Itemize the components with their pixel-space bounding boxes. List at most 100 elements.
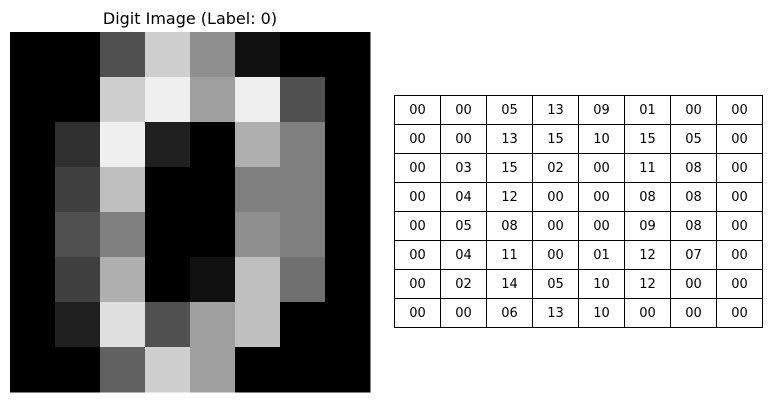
heatmap-cell-r7-c5 (235, 347, 281, 393)
table-cell: 00 (440, 298, 487, 328)
heatmap-cell-r6-c0 (10, 302, 56, 348)
heatmap-cell-r1-c2 (100, 77, 146, 123)
table-cell: 01 (578, 240, 625, 270)
heatmap-cell-r4-c0 (10, 212, 56, 258)
table-cell: 00 (716, 240, 763, 270)
table-cell: 05 (486, 95, 533, 125)
heatmap-cell-r2-c2 (100, 122, 146, 168)
table-cell: 00 (716, 298, 763, 328)
heatmap-cell-r3-c1 (55, 167, 101, 213)
heatmap-cell-r4-c1 (55, 212, 101, 258)
heatmap-cell-r5-c7 (325, 257, 371, 303)
table-cell: 11 (486, 240, 533, 270)
table-cell: 00 (716, 211, 763, 241)
table-cell: 00 (716, 153, 763, 183)
table-cell: 07 (670, 240, 717, 270)
heatmap-cell-r2-c1 (55, 122, 101, 168)
heatmap-cell-r6-c2 (100, 302, 146, 348)
heatmap-cell-r2-c0 (10, 122, 56, 168)
digit-heatmap (10, 32, 371, 393)
table-cell: 01 (624, 95, 671, 125)
table-cell: 00 (394, 95, 441, 125)
heatmap-cell-r1-c1 (55, 77, 101, 123)
heatmap-cell-r3-c4 (190, 167, 236, 213)
heatmap-cell-r7-c3 (145, 347, 191, 393)
heatmap-cell-r4-c6 (280, 212, 326, 258)
table-cell: 05 (532, 269, 579, 299)
heatmap-cell-r4-c5 (235, 212, 281, 258)
table-cell: 02 (532, 153, 579, 183)
heatmap-cell-r3-c5 (235, 167, 281, 213)
heatmap-cell-r0-c7 (325, 32, 371, 78)
pixel-value-table: 00 00 05 13 09 01 00 00 00 00 13 15 10 15 05 00 00 03 15 02… (394, 95, 763, 328)
table-cell: 08 (670, 182, 717, 212)
heatmap-cell-r1-c7 (325, 77, 371, 123)
table-cell: 14 (486, 269, 533, 299)
table-row: 00 00 06 13 10 00 00 00 (394, 298, 763, 328)
heatmap-cell-r2-c6 (280, 122, 326, 168)
heatmap-cell-r3-c6 (280, 167, 326, 213)
heatmap-cell-r5-c1 (55, 257, 101, 303)
table-cell: 00 (670, 95, 717, 125)
table-cell: 00 (578, 211, 625, 241)
table-cell: 09 (624, 211, 671, 241)
heatmap-cell-r2-c7 (325, 122, 371, 168)
heatmap-cell-r3-c7 (325, 167, 371, 213)
heatmap-cell-r4-c4 (190, 212, 236, 258)
table-cell: 00 (394, 240, 441, 270)
table-row: 00 00 05 13 09 01 00 00 (394, 95, 763, 125)
heatmap-cell-r1-c4 (190, 77, 236, 123)
table-cell: 13 (486, 124, 533, 154)
table-cell: 12 (486, 182, 533, 212)
heatmap-cell-r7-c6 (280, 347, 326, 393)
heatmap-cell-r6-c4 (190, 302, 236, 348)
table-cell: 00 (532, 211, 579, 241)
table-cell: 00 (716, 95, 763, 125)
heatmap-cell-r0-c4 (190, 32, 236, 78)
heatmap-cell-r3-c2 (100, 167, 146, 213)
table-cell: 00 (394, 269, 441, 299)
table-cell: 15 (624, 124, 671, 154)
table-cell: 00 (670, 298, 717, 328)
heatmap-cell-r5-c3 (145, 257, 191, 303)
heatmap-cell-r6-c5 (235, 302, 281, 348)
table-cell: 15 (486, 153, 533, 183)
heatmap-title: Digit Image (Label: 0) (103, 9, 277, 28)
table-cell: 00 (394, 153, 441, 183)
heatmap-cell-r3-c3 (145, 167, 191, 213)
heatmap-cell-r2-c5 (235, 122, 281, 168)
heatmap-cell-r4-c7 (325, 212, 371, 258)
table-cell: 13 (532, 298, 579, 328)
table-cell: 08 (670, 153, 717, 183)
heatmap-cell-r5-c6 (280, 257, 326, 303)
table-cell: 00 (394, 298, 441, 328)
table-cell: 08 (486, 211, 533, 241)
heatmap-cell-r5-c5 (235, 257, 281, 303)
table-row: 00 03 15 02 00 11 08 00 (394, 153, 763, 183)
heatmap-cell-r7-c1 (55, 347, 101, 393)
table-cell: 00 (440, 124, 487, 154)
table-cell: 00 (578, 153, 625, 183)
heatmap-cell-r4-c2 (100, 212, 146, 258)
table-cell: 00 (670, 269, 717, 299)
table-cell: 08 (624, 182, 671, 212)
table-cell: 00 (532, 240, 579, 270)
table-cell: 00 (716, 124, 763, 154)
table-cell: 13 (532, 95, 579, 125)
table-row: 00 04 12 00 00 08 08 00 (394, 182, 763, 212)
heatmap-cell-r3-c0 (10, 167, 56, 213)
table-cell: 00 (624, 298, 671, 328)
table-cell: 00 (394, 182, 441, 212)
heatmap-cell-r1-c5 (235, 77, 281, 123)
heatmap-cell-r6-c6 (280, 302, 326, 348)
table-cell: 00 (532, 182, 579, 212)
heatmap-cell-r0-c5 (235, 32, 281, 78)
heatmap-cell-r1-c0 (10, 77, 56, 123)
heatmap-cell-r6-c3 (145, 302, 191, 348)
heatmap-cell-r4-c3 (145, 212, 191, 258)
table-row: 00 05 08 00 00 09 08 00 (394, 211, 763, 241)
heatmap-cell-r7-c7 (325, 347, 371, 393)
heatmap-cell-r5-c2 (100, 257, 146, 303)
table-cell: 15 (532, 124, 579, 154)
